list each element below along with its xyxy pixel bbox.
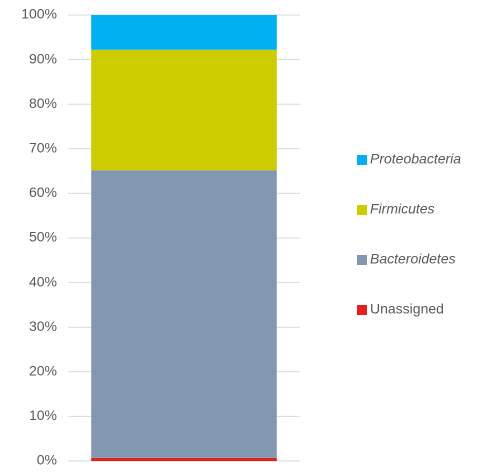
legend-label: Bacteroidetes xyxy=(370,251,456,267)
bar-segment xyxy=(91,15,277,50)
legend-swatch xyxy=(357,155,367,165)
legend-label: Firmicutes xyxy=(370,201,435,217)
y-tick-label: 0% xyxy=(37,452,57,468)
y-tick-label: 90% xyxy=(29,50,57,66)
y-tick-label: 60% xyxy=(29,184,57,200)
legend-swatch xyxy=(357,255,367,265)
y-tick-label: 100% xyxy=(21,6,57,22)
y-tick-label: 40% xyxy=(29,273,57,289)
legend-swatch xyxy=(357,305,367,315)
bar-segment xyxy=(91,170,277,458)
legend-swatch xyxy=(357,205,367,215)
legend-label: Unassigned xyxy=(370,301,444,317)
y-tick-label: 20% xyxy=(29,363,57,379)
y-tick-label: 70% xyxy=(29,140,57,156)
y-tick-label: 80% xyxy=(29,95,57,111)
bar-segment xyxy=(91,49,277,171)
y-tick-label: 50% xyxy=(29,229,57,245)
bar-segment xyxy=(91,457,277,461)
legend-label: Proteobacteria xyxy=(370,151,461,167)
y-tick-label: 10% xyxy=(29,407,57,423)
y-tick-label: 30% xyxy=(29,318,57,334)
